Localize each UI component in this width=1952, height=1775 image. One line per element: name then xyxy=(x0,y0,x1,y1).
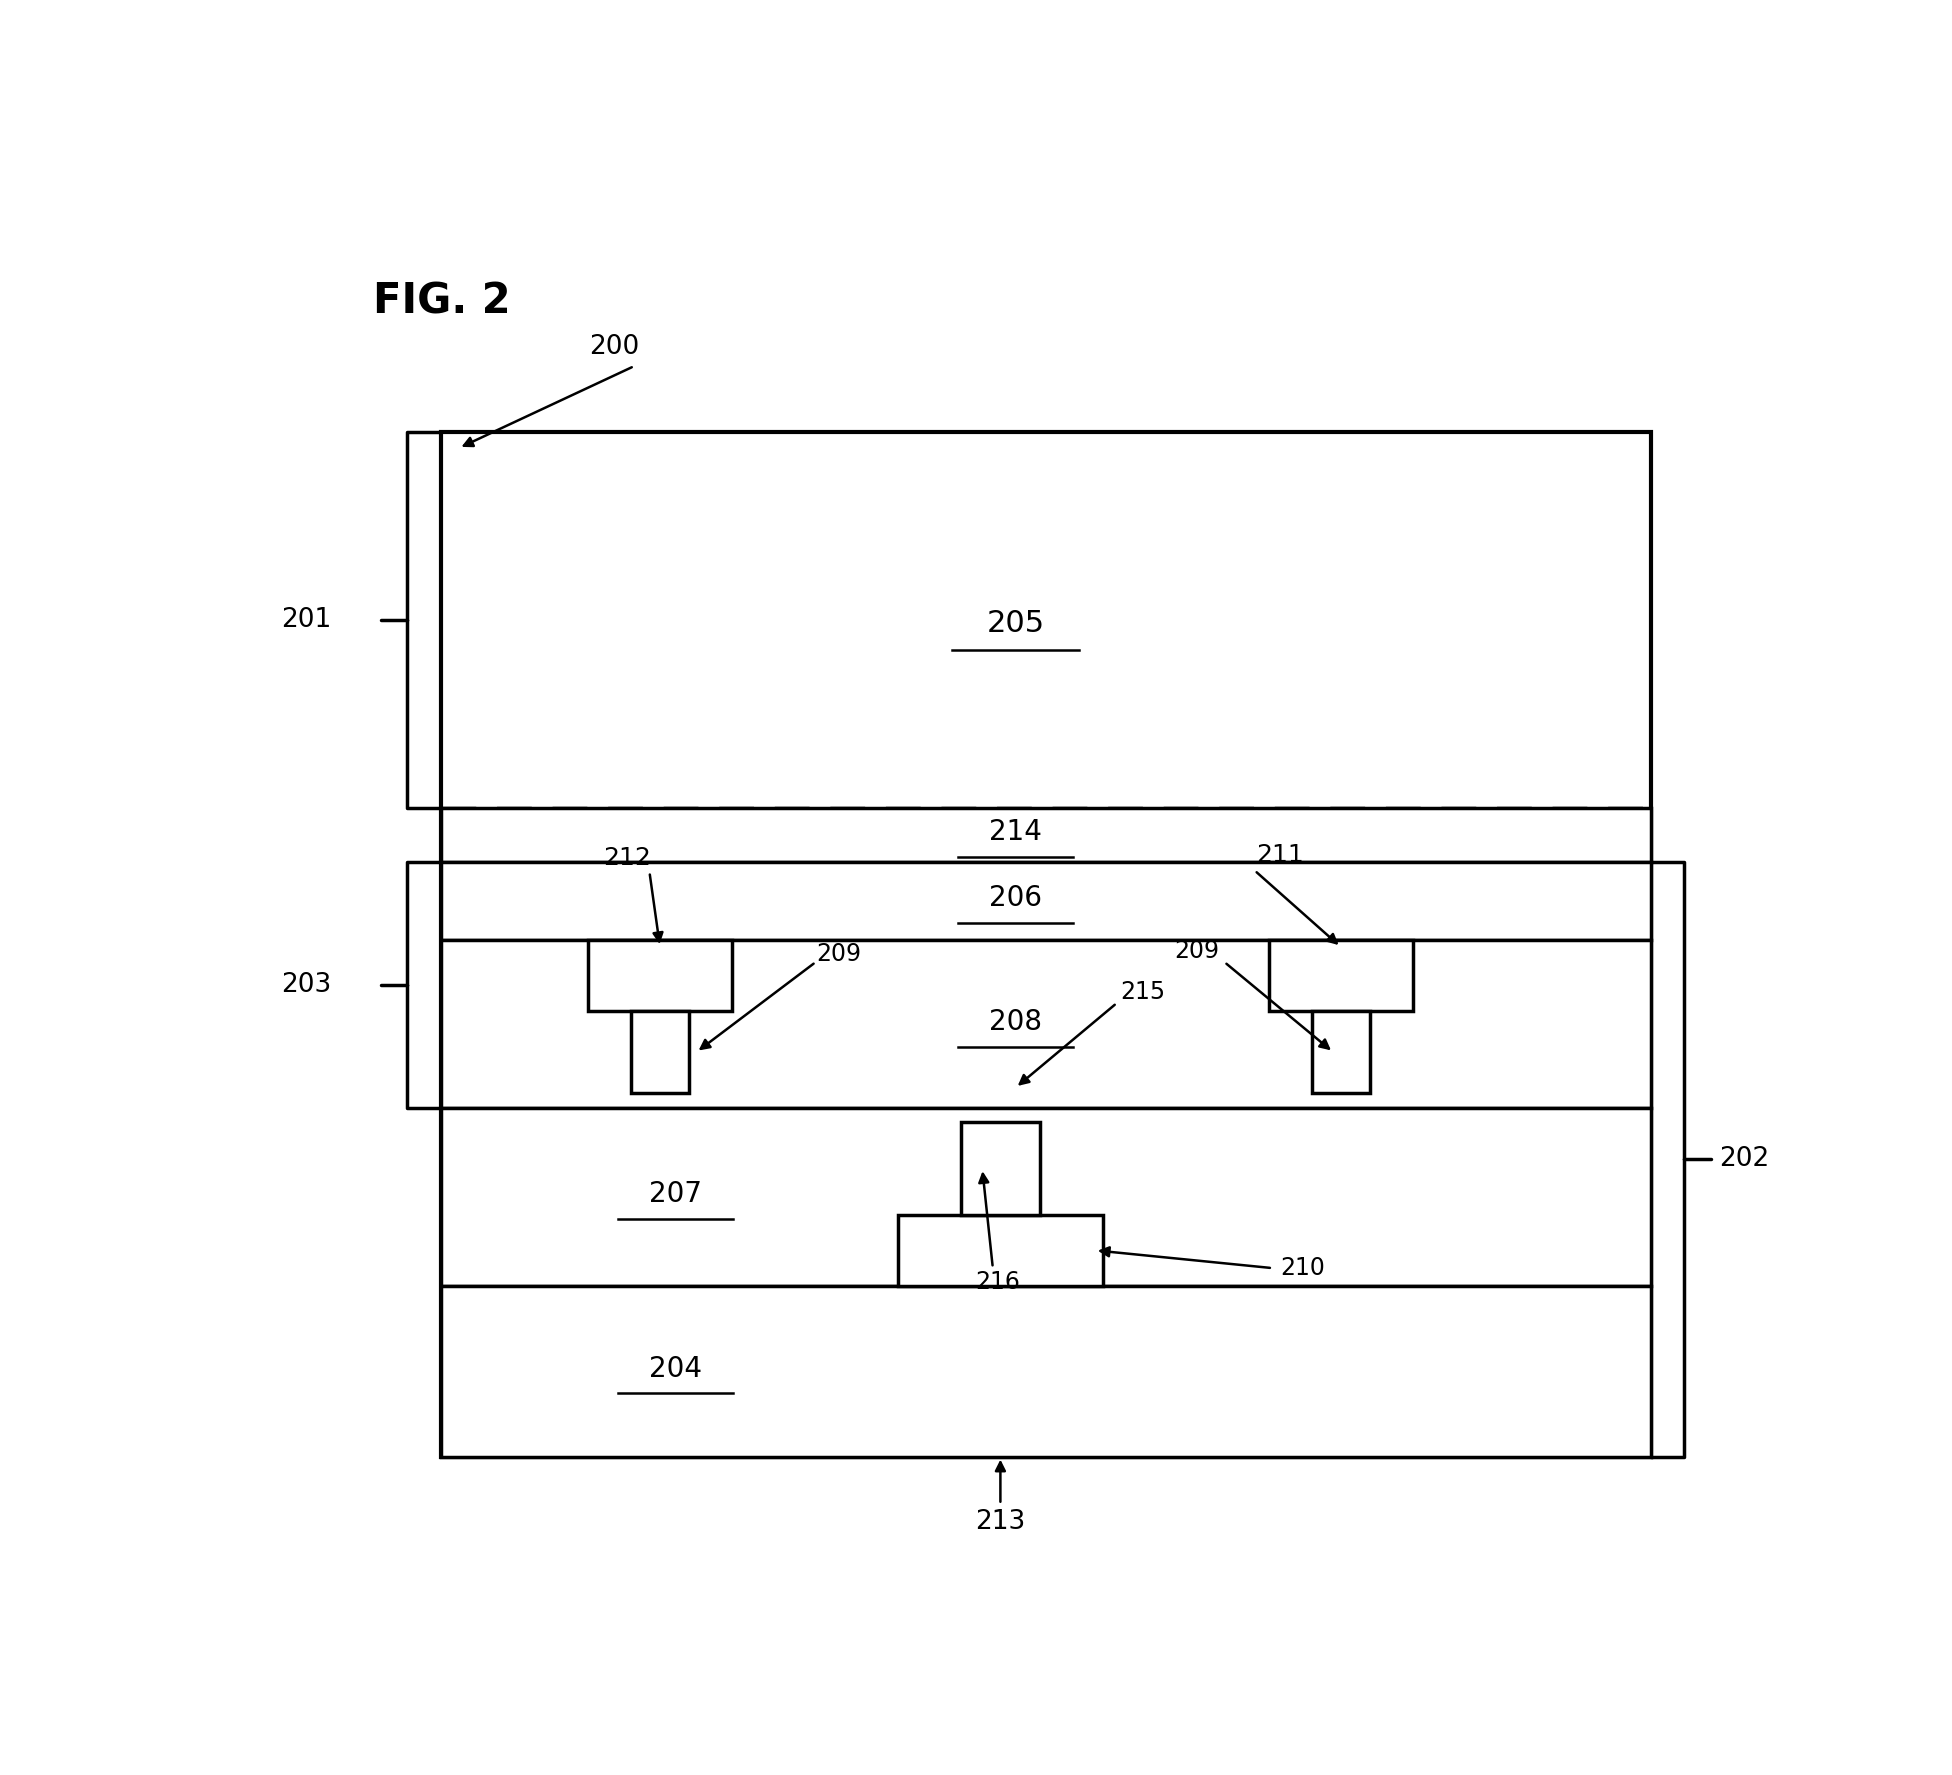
Text: 209: 209 xyxy=(816,943,861,966)
Bar xyxy=(588,941,732,1012)
Text: 215: 215 xyxy=(1120,980,1165,1005)
Text: 206: 206 xyxy=(990,884,1042,912)
Text: 202: 202 xyxy=(1720,1147,1769,1173)
Bar xyxy=(630,1012,689,1093)
Bar xyxy=(960,1122,1040,1214)
Text: 200: 200 xyxy=(590,334,640,360)
Bar xyxy=(441,1108,1651,1285)
Bar xyxy=(898,1214,1103,1285)
Text: 201: 201 xyxy=(281,607,332,632)
Text: 203: 203 xyxy=(281,973,332,998)
Bar xyxy=(1312,1012,1370,1093)
Text: 208: 208 xyxy=(990,1008,1042,1037)
Bar xyxy=(441,808,1651,863)
Bar xyxy=(441,431,1651,1457)
Bar xyxy=(1269,941,1413,1012)
Text: 211: 211 xyxy=(1257,843,1304,868)
Text: 216: 216 xyxy=(974,1269,1019,1294)
Text: 212: 212 xyxy=(603,847,650,870)
Bar xyxy=(441,863,1651,941)
Text: 214: 214 xyxy=(990,818,1042,847)
Text: FIG. 2: FIG. 2 xyxy=(373,280,509,323)
Text: 209: 209 xyxy=(1175,939,1220,964)
Text: 210: 210 xyxy=(1281,1257,1325,1280)
Bar xyxy=(441,1285,1651,1457)
Text: 213: 213 xyxy=(976,1509,1025,1535)
Text: 205: 205 xyxy=(986,609,1044,637)
Text: 207: 207 xyxy=(648,1180,701,1209)
Bar xyxy=(441,941,1651,1108)
Text: 204: 204 xyxy=(648,1354,701,1383)
